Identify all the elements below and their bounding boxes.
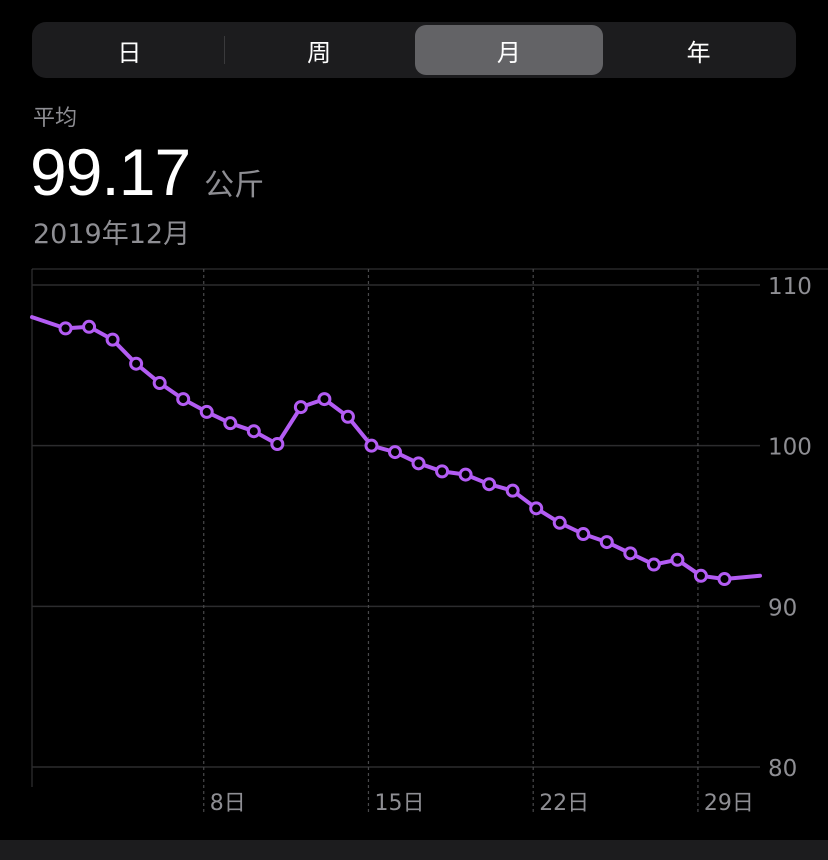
segment-year[interactable]: 年 <box>604 25 793 75</box>
x-tick-label: 15日 <box>374 791 424 816</box>
y-tick-label: 110 <box>768 274 812 300</box>
x-tick-label: 8日 <box>210 791 246 816</box>
data-point <box>529 501 544 516</box>
data-point <box>105 332 120 347</box>
average-label: 平均 <box>33 106 78 131</box>
x-tick-label: 22日 <box>539 791 589 816</box>
date-range: 2019年12月 <box>33 219 191 250</box>
segment-day-label: 日 <box>117 38 142 67</box>
data-point <box>505 483 520 498</box>
data-point <box>435 464 450 479</box>
data-point <box>58 321 73 336</box>
data-point <box>482 477 497 492</box>
weight-chart-svg: 110 100 90 80 8日 15日 22日 29日 <box>30 268 828 816</box>
data-point <box>411 456 426 471</box>
weight-chart[interactable]: 110 100 90 80 8日 15日 22日 29日 <box>0 262 828 822</box>
data-point <box>293 400 308 415</box>
y-tick-label: 100 <box>768 435 812 461</box>
data-point <box>176 392 191 407</box>
data-point <box>458 467 473 482</box>
data-point <box>129 356 144 371</box>
data-point <box>552 515 567 530</box>
data-point <box>270 437 285 452</box>
data-point <box>646 557 661 572</box>
data-point <box>340 409 355 424</box>
data-point <box>670 552 685 567</box>
segment-week[interactable]: 周 <box>225 25 414 75</box>
data-point <box>623 546 638 561</box>
data-point <box>152 376 167 391</box>
segment-month[interactable]: 月 <box>414 25 604 75</box>
data-point <box>199 404 214 419</box>
average-value-row: 99.17 公斤 <box>30 134 264 210</box>
data-point <box>364 438 379 453</box>
time-range-segmented-control: 日 周 月 年 <box>32 22 796 78</box>
segment-month-label: 月 <box>496 38 521 67</box>
data-point <box>576 527 591 542</box>
average-unit: 公斤 <box>204 168 265 203</box>
y-tick-label: 90 <box>768 595 797 621</box>
data-point <box>82 319 97 334</box>
data-point <box>693 568 708 583</box>
data-point <box>317 392 332 407</box>
segment-week-label: 周 <box>307 38 332 67</box>
data-point <box>223 416 238 431</box>
data-point <box>599 535 614 550</box>
segment-divider <box>223 36 225 64</box>
x-tick-label: 29日 <box>704 791 754 816</box>
y-tick-label: 80 <box>768 756 797 782</box>
bottom-panel-edge <box>0 840 828 860</box>
data-point <box>246 424 261 439</box>
data-point <box>388 445 402 460</box>
data-point <box>717 572 732 587</box>
segment-day[interactable]: 日 <box>35 25 224 75</box>
average-value: 99.17 <box>30 135 191 209</box>
segment-year-label: 年 <box>686 38 711 67</box>
